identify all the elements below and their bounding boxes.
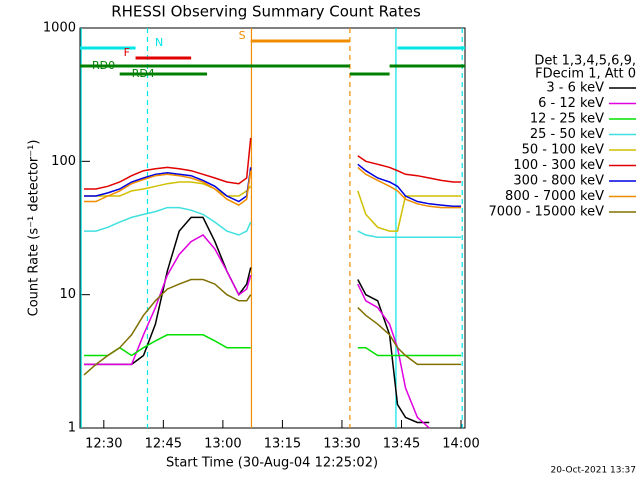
flag-label: N	[155, 36, 163, 49]
x-tick-label: 13:00	[204, 437, 241, 452]
y-tick-label: 10	[59, 287, 76, 302]
chart-title: RHESSI Observing Summary Count Rates	[111, 3, 421, 21]
legend-label: 12 - 25 keV	[530, 112, 604, 127]
series-line	[84, 234, 430, 429]
series-line	[84, 206, 461, 238]
footer: 20-Oct-2021 13:37	[551, 466, 636, 476]
x-tick-label: 14:00	[442, 437, 479, 452]
series-line	[84, 334, 461, 357]
flag-label: F	[124, 46, 130, 59]
x-tick-label: 12:45	[145, 437, 182, 452]
legend-label: 300 - 800 keV	[513, 174, 604, 189]
series-line	[84, 137, 461, 190]
legend-label: 3 - 6 keV	[546, 81, 604, 96]
series-line	[83, 278, 461, 376]
x-tick-label: 13:15	[264, 437, 301, 452]
legend-label: 100 - 300 keV	[513, 158, 604, 173]
legend-label: 6 - 12 keV	[538, 96, 604, 111]
y-axis-label: Count Rate (s⁻¹ detector⁻¹)	[27, 140, 42, 317]
series-line	[84, 166, 461, 209]
flag-label: RD0	[92, 59, 115, 72]
y-tick-label: 1	[68, 421, 76, 436]
x-axis-label: Start Time (30-Aug-04 12:25:02)	[166, 456, 378, 471]
legend-label: 25 - 50 keV	[530, 127, 604, 142]
plot-frame	[79, 27, 466, 429]
y-tick-label: 100	[51, 154, 76, 169]
legend-label: 50 - 100 keV	[522, 143, 605, 158]
series-line	[84, 216, 430, 424]
y-tick-label: 1000	[43, 21, 76, 36]
x-tick-label: 13:30	[323, 437, 360, 452]
series-line	[84, 181, 461, 232]
flag-label: S	[239, 29, 246, 42]
x-tick-label: 12:30	[85, 437, 122, 452]
legend-header: Det 1,3,4,5,6,9,	[534, 54, 636, 69]
legend-label: 7000 - 15000 keV	[489, 205, 605, 220]
series-line	[84, 163, 461, 208]
legend-header: FDecim 1, Att 0	[535, 67, 636, 82]
x-tick-label: 13:45	[383, 437, 420, 452]
legend-label: 800 - 7000 keV	[505, 189, 604, 204]
flag-label: RD4	[132, 67, 155, 80]
